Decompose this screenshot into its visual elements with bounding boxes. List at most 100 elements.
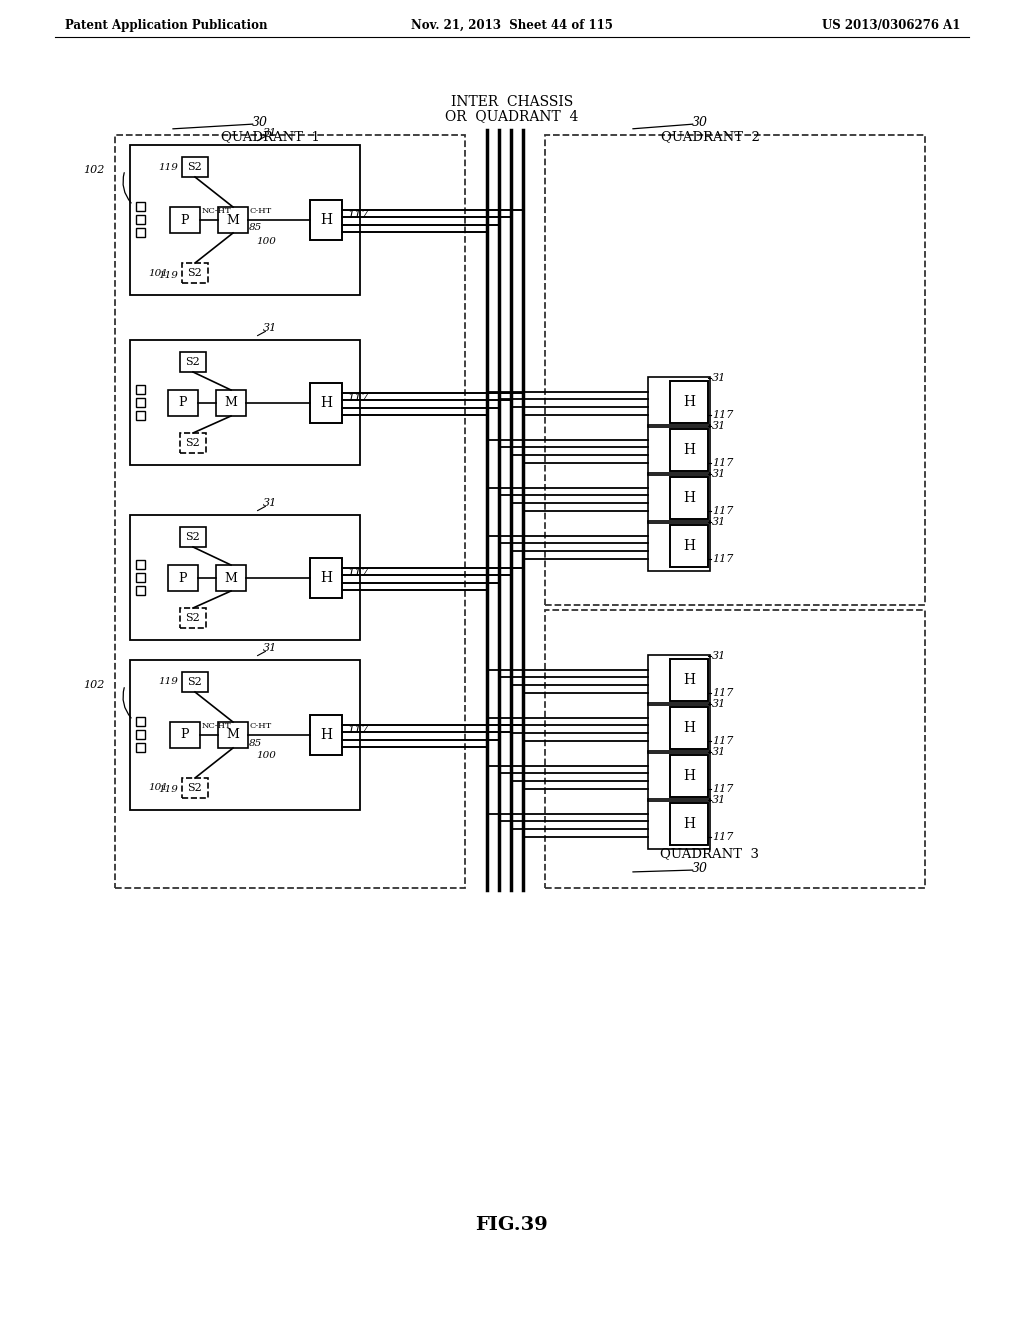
Bar — [216, 565, 246, 591]
Bar — [130, 341, 360, 465]
Bar — [310, 558, 342, 598]
Bar — [136, 717, 145, 726]
Text: 31: 31 — [712, 421, 726, 432]
Bar — [670, 708, 708, 748]
Text: 117: 117 — [712, 506, 733, 516]
Text: Nov. 21, 2013  Sheet 44 of 115: Nov. 21, 2013 Sheet 44 of 115 — [411, 18, 613, 32]
Text: H: H — [319, 572, 332, 585]
Text: H: H — [683, 770, 695, 783]
Bar — [670, 381, 708, 422]
Text: H: H — [319, 213, 332, 227]
Text: H: H — [319, 729, 332, 742]
Text: 101: 101 — [148, 268, 168, 277]
Bar — [648, 473, 710, 523]
Text: QUADRANT  3: QUADRANT 3 — [660, 847, 760, 861]
Text: 31: 31 — [263, 643, 278, 653]
Text: H: H — [683, 395, 695, 409]
Bar — [310, 383, 342, 422]
Bar — [136, 573, 145, 582]
Bar — [648, 704, 710, 752]
Text: C-HT: C-HT — [249, 207, 271, 215]
Bar — [670, 429, 708, 471]
Text: 119: 119 — [158, 162, 178, 172]
Bar — [136, 730, 145, 739]
Bar — [130, 145, 360, 294]
Bar — [170, 207, 200, 234]
Text: 117: 117 — [347, 725, 369, 735]
Text: OR  QUADRANT  4: OR QUADRANT 4 — [445, 110, 579, 123]
Bar — [670, 803, 708, 845]
Text: H: H — [319, 396, 332, 411]
Text: 101: 101 — [148, 784, 168, 792]
Text: 117: 117 — [712, 411, 733, 420]
Text: 31: 31 — [263, 128, 278, 139]
Text: 31: 31 — [712, 747, 726, 756]
Text: 117: 117 — [712, 832, 733, 842]
Text: 117: 117 — [712, 554, 733, 564]
Text: 85: 85 — [249, 738, 262, 747]
Text: C-HT: C-HT — [249, 722, 271, 730]
Bar — [310, 715, 342, 755]
Text: FIG.39: FIG.39 — [475, 1216, 549, 1234]
Text: S2: S2 — [185, 356, 201, 367]
Text: 30: 30 — [692, 116, 708, 129]
Bar — [168, 565, 198, 591]
Bar — [168, 389, 198, 416]
Text: 31: 31 — [263, 323, 278, 333]
Text: INTER  CHASSIS: INTER CHASSIS — [451, 95, 573, 110]
Text: 30: 30 — [692, 862, 708, 874]
Text: S2: S2 — [187, 677, 203, 686]
Text: 119: 119 — [158, 271, 178, 280]
Text: S2: S2 — [185, 438, 201, 447]
Bar — [670, 755, 708, 797]
Text: 117: 117 — [712, 784, 733, 795]
Text: P: P — [179, 396, 187, 409]
Text: 31: 31 — [712, 469, 726, 479]
Text: H: H — [683, 539, 695, 553]
Bar — [180, 609, 206, 628]
Text: 31: 31 — [712, 700, 726, 709]
Text: 117: 117 — [712, 688, 733, 698]
Text: 117: 117 — [712, 737, 733, 746]
Bar — [130, 660, 360, 810]
Bar — [182, 777, 208, 799]
Bar — [182, 672, 208, 692]
Text: H: H — [683, 673, 695, 686]
Text: H: H — [683, 721, 695, 735]
Text: NC-HT: NC-HT — [202, 207, 231, 215]
Bar — [648, 521, 710, 572]
Bar — [136, 399, 145, 407]
Text: M: M — [226, 214, 240, 227]
Text: H: H — [683, 444, 695, 457]
Bar — [180, 433, 206, 453]
Bar — [648, 655, 710, 705]
Text: 31: 31 — [712, 374, 726, 383]
Text: H: H — [683, 491, 695, 506]
Text: M: M — [226, 729, 240, 742]
Bar — [182, 157, 208, 177]
Bar — [648, 378, 710, 426]
Bar — [130, 515, 360, 640]
Text: 100: 100 — [256, 236, 275, 246]
Text: US 2013/0306276 A1: US 2013/0306276 A1 — [821, 18, 961, 32]
Text: S2: S2 — [187, 268, 203, 279]
Bar — [182, 263, 208, 282]
Text: S2: S2 — [185, 532, 201, 543]
Text: 31: 31 — [712, 651, 726, 661]
Bar — [648, 425, 710, 475]
Text: NC-HT: NC-HT — [202, 722, 231, 730]
Bar — [648, 799, 710, 849]
Text: 102: 102 — [84, 680, 105, 690]
Bar — [545, 135, 925, 605]
Text: M: M — [224, 396, 238, 409]
Bar — [136, 385, 145, 393]
Bar — [136, 560, 145, 569]
Text: 119: 119 — [158, 677, 178, 686]
Bar — [670, 477, 708, 519]
Text: H: H — [683, 817, 695, 832]
Text: Patent Application Publication: Patent Application Publication — [65, 18, 267, 32]
Bar — [545, 610, 925, 888]
Text: 30: 30 — [252, 116, 268, 129]
Text: 117: 117 — [347, 568, 369, 578]
Text: QUADRANT  2: QUADRANT 2 — [660, 131, 760, 144]
